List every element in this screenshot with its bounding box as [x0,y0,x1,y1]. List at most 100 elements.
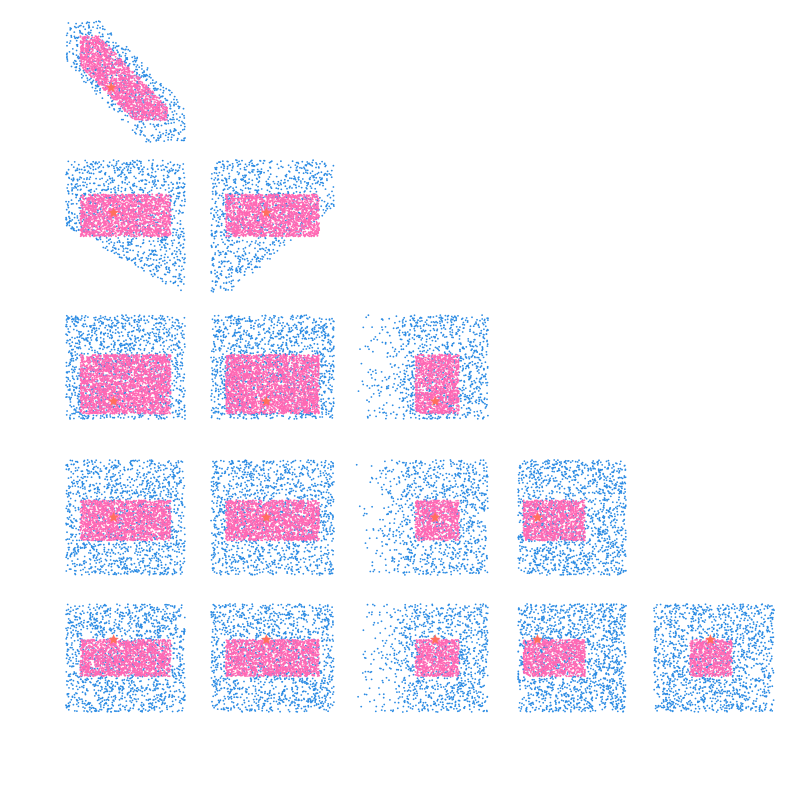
sample-point [85,193,87,195]
sample-point [141,65,143,67]
sample-point [78,70,80,72]
sample-point [163,175,165,177]
sample-point [90,172,92,174]
accepted-point [99,64,101,66]
sample-point [76,63,78,65]
accepted-point [94,40,96,42]
accepted-point [104,43,106,45]
sample-point [104,189,106,191]
sample-point [75,184,77,186]
accepted-point [141,197,143,199]
sample-point [172,242,174,244]
sample-point [160,264,162,266]
sample-point [129,187,131,189]
sample-point [78,220,80,222]
accepted-point [135,96,137,98]
accepted-point [133,95,135,97]
accepted-point [129,102,131,104]
accepted-point [90,52,92,54]
accepted-point [98,220,100,222]
sample-point [171,218,173,220]
sample-point [97,163,99,165]
sample-point [172,187,174,189]
sample-point [176,247,178,249]
sample-point [103,183,105,185]
accepted-point [149,95,151,97]
sample-point [127,168,129,170]
accepted-point [147,105,149,107]
sample-point [114,172,116,174]
accepted-point [132,117,134,119]
sample-point [121,257,123,259]
sample-point [181,121,183,123]
accepted-point [122,99,124,101]
sample-point [175,234,177,236]
sample-point [177,164,179,166]
sample-point [107,95,109,97]
sample-point [132,160,134,162]
sample-point [176,113,178,115]
accepted-point [121,90,123,92]
sample-point [183,259,185,261]
sample-point [177,101,179,103]
sample-point [182,257,184,259]
sample-point [124,115,126,117]
accepted-point [88,36,90,38]
sample-point [174,263,176,265]
accepted-point [130,202,132,204]
sample-point [68,191,70,193]
sample-point [130,172,132,174]
accepted-point [161,235,163,237]
sample-point [159,266,161,268]
sample-point [136,164,138,166]
accepted-point [127,83,129,85]
sample-point [169,103,171,105]
sample-point [68,211,70,213]
accepted-point [160,194,162,196]
accepted-point [135,226,137,228]
sample-point [159,94,161,96]
sample-point [114,242,116,244]
sample-point [90,191,92,193]
sample-point [151,274,153,276]
sample-point [119,110,121,112]
sample-point [127,244,129,246]
sample-point [85,82,87,84]
sample-point [157,277,159,279]
accepted-point [151,115,153,117]
sample-point [115,192,117,194]
sample-point [173,104,175,106]
accepted-point [128,93,130,95]
sample-point [145,79,147,81]
sample-point [133,165,135,167]
sample-point [142,168,144,170]
accepted-point [121,78,123,80]
accepted-point [107,74,109,76]
accepted-point [155,117,157,119]
sample-point [148,85,150,87]
sample-point [122,182,124,184]
sample-point [112,246,114,248]
accepted-point [97,60,99,62]
accepted-point [168,199,170,201]
sample-point [150,82,152,84]
sample-point [70,28,72,30]
sample-point [117,175,119,177]
sample-point [79,169,81,171]
accepted-point [116,93,118,95]
accepted-point [155,99,157,101]
sample-point [154,273,156,275]
sample-point [84,28,86,30]
sample-point [125,179,127,181]
sample-point [173,122,175,124]
accepted-point [123,89,125,91]
sample-point [100,36,102,38]
accepted-point [98,69,100,71]
sample-point [74,60,76,62]
sample-point [170,131,172,133]
accepted-point [165,113,167,115]
accepted-point [144,111,146,113]
sample-point [128,172,130,174]
sample-point [153,183,155,185]
accepted-point [90,62,92,64]
